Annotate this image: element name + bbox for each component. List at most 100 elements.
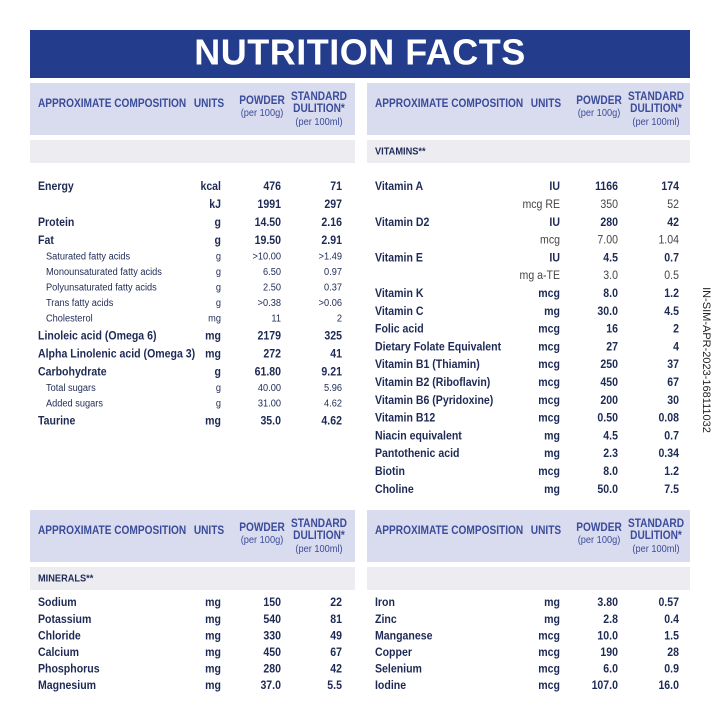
row-unit: g — [215, 217, 222, 230]
row-name: Biotin — [375, 465, 405, 478]
row-unit: mg — [544, 597, 560, 610]
row-powder: >0.38 — [258, 297, 282, 309]
column-header: POWDER — [239, 94, 285, 107]
row-unit: mcg RE — [522, 198, 560, 211]
title-bar — [30, 30, 690, 78]
row-dilution: 42 — [330, 663, 342, 676]
row-dilution: 16.0 — [658, 680, 679, 693]
column-subheader: (per 100ml) — [632, 116, 679, 128]
row-powder: 50.0 — [597, 483, 618, 496]
row-name: Selenium — [375, 663, 422, 676]
row-unit: IU — [549, 216, 560, 229]
column-header: DULITION* — [293, 102, 345, 115]
column-header: POWDER — [576, 94, 622, 107]
row-powder: 350 — [600, 198, 618, 211]
row-powder: 6.0 — [603, 663, 618, 676]
column-header: DULITION* — [630, 529, 682, 542]
row-name: Linoleic acid (Omega 6) — [38, 330, 157, 343]
row-name: Sodium — [38, 597, 77, 610]
row-dilution: 41 — [330, 348, 342, 361]
row-powder: 540 — [263, 613, 281, 626]
row-dilution: 2.16 — [321, 217, 342, 230]
row-unit: mg — [544, 430, 560, 443]
row-dilution: 71 — [330, 181, 342, 194]
row-powder: 8.0 — [603, 465, 618, 478]
row-powder: 2.50 — [263, 282, 281, 294]
column-header: STANDARD — [291, 517, 347, 530]
row-dilution: 1.04 — [658, 234, 679, 247]
row-unit: mg — [544, 305, 560, 318]
row-powder: 3.0 — [603, 270, 618, 283]
row-dilution: 0.4 — [664, 613, 679, 626]
row-dilution: 37 — [667, 359, 679, 372]
column-header: UNITS — [531, 97, 561, 110]
row-dilution: 0.7 — [664, 430, 679, 443]
row-powder: 8.0 — [603, 287, 618, 300]
row-powder: 280 — [600, 216, 618, 229]
section-band — [367, 140, 690, 163]
column-header: UNITS — [194, 524, 224, 537]
row-dilution: >0.06 — [319, 297, 343, 309]
row-dilution: 4.5 — [664, 305, 679, 318]
row-dilution: 0.37 — [324, 282, 342, 294]
row-powder: 450 — [263, 646, 281, 659]
row-dilution: 81 — [330, 613, 342, 626]
row-name: Taurine — [38, 415, 75, 428]
header-band — [30, 83, 355, 135]
column-header: POWDER — [239, 521, 285, 534]
row-name: Vitamin C — [375, 305, 423, 318]
row-name: Calcium — [38, 646, 79, 659]
row-name: Chloride — [38, 630, 81, 643]
row-name: Pantothenic acid — [375, 448, 460, 461]
row-dilution: 5.96 — [324, 382, 342, 394]
row-name: Dietary Folate Equivalent — [375, 341, 501, 354]
row-unit: mcg — [538, 359, 560, 372]
row-name: Total sugars — [46, 382, 96, 394]
row-unit: g — [216, 398, 221, 410]
row-dilution: 0.57 — [658, 597, 679, 610]
row-powder: 150 — [263, 597, 281, 610]
column-subheader: (per 100g) — [241, 534, 284, 546]
row-unit: mg — [205, 663, 221, 676]
row-name: Added sugars — [46, 398, 103, 410]
row-name: Niacin equivalent — [375, 430, 462, 443]
column-header: APPROXIMATE COMPOSITION — [375, 524, 523, 537]
row-unit: g — [216, 282, 221, 294]
row-unit: mcg — [538, 630, 560, 643]
title: NUTRITION FACTS — [194, 32, 525, 73]
header-band — [367, 510, 690, 562]
row-unit: mg — [205, 646, 221, 659]
row-powder: 272 — [263, 348, 281, 361]
row-unit: mg — [544, 448, 560, 461]
row-powder: 6.50 — [263, 266, 281, 278]
row-name: Alpha Linolenic acid (Omega 3) — [38, 348, 195, 361]
header-band — [367, 83, 690, 135]
column-header: STANDARD — [628, 90, 684, 103]
row-dilution: 2.91 — [321, 235, 342, 248]
column-subheader: (per 100ml) — [632, 543, 679, 555]
row-name: Vitamin B2 (Riboflavin) — [375, 376, 491, 389]
row-powder: 37.0 — [260, 680, 281, 693]
row-dilution: 0.97 — [324, 266, 342, 278]
row-dilution: 0.9 — [664, 663, 679, 676]
row-dilution: 49 — [330, 630, 342, 643]
row-dilution: 297 — [324, 199, 342, 212]
row-name: Energy — [38, 181, 74, 194]
row-name: Fat — [38, 235, 54, 248]
row-unit: g — [216, 382, 221, 394]
row-name: Vitamin B12 — [375, 412, 435, 425]
row-unit: mcg — [538, 412, 560, 425]
row-dilution: 4 — [673, 341, 680, 354]
row-dilution: 0.5 — [664, 270, 679, 283]
row-dilution: 42 — [667, 216, 679, 229]
row-dilution: 2 — [337, 313, 342, 325]
row-powder: 0.50 — [597, 412, 618, 425]
row-unit: mg — [205, 597, 221, 610]
row-dilution: 2 — [673, 323, 679, 336]
row-unit: mg — [205, 613, 221, 626]
row-name: Vitamin K — [375, 287, 424, 300]
column-subheader: (per 100g) — [578, 107, 621, 119]
row-unit: mg — [205, 680, 221, 693]
section-band — [30, 140, 355, 163]
row-powder: 4.5 — [603, 430, 618, 443]
